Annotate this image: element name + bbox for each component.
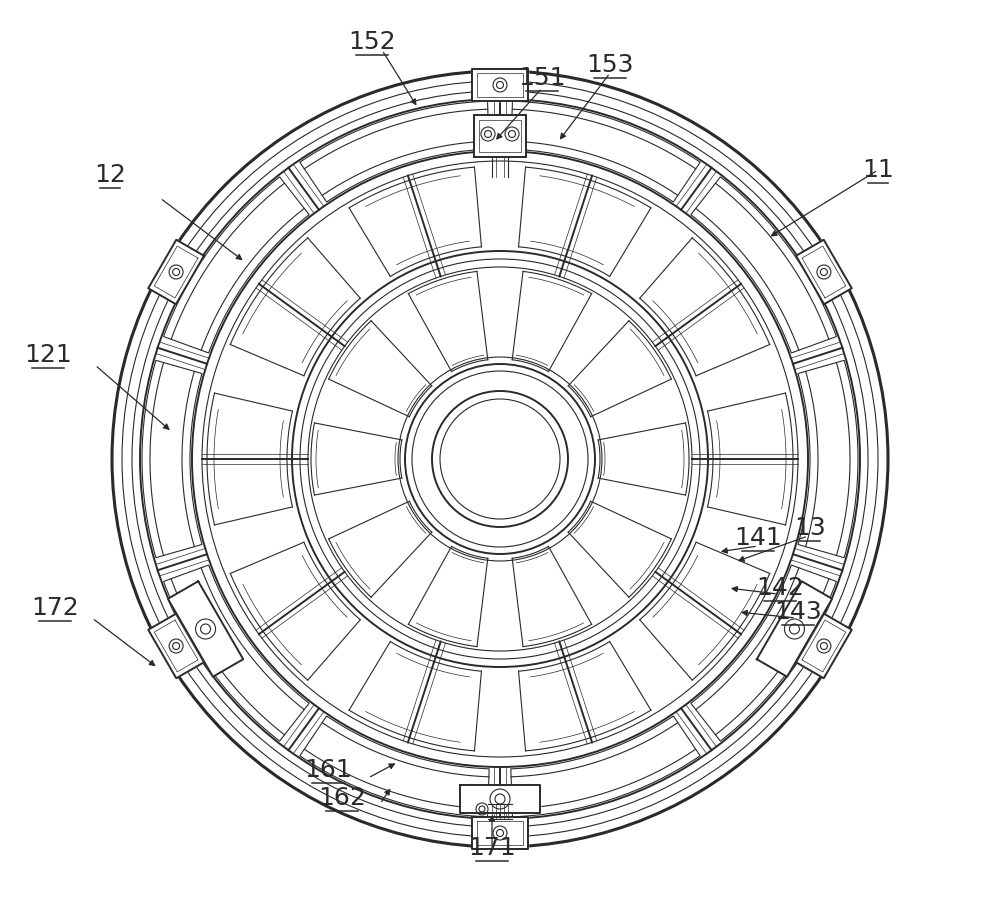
Wedge shape	[142, 361, 202, 557]
Text: 161: 161	[304, 758, 352, 782]
Text: 142: 142	[756, 576, 804, 600]
Text: 162: 162	[318, 786, 366, 810]
Wedge shape	[511, 716, 700, 817]
Wedge shape	[164, 177, 309, 353]
Polygon shape	[148, 614, 204, 678]
Polygon shape	[796, 240, 852, 304]
Text: 143: 143	[774, 600, 822, 624]
Wedge shape	[798, 361, 858, 557]
Text: 12: 12	[94, 163, 126, 187]
Polygon shape	[757, 581, 832, 677]
Bar	[479, 120, 521, 152]
Text: 121: 121	[24, 343, 72, 367]
Bar	[474, 115, 526, 157]
Polygon shape	[460, 785, 540, 813]
Text: 153: 153	[586, 53, 634, 77]
Text: 152: 152	[348, 30, 396, 54]
Text: 141: 141	[734, 526, 782, 550]
Wedge shape	[300, 101, 489, 202]
Wedge shape	[511, 101, 700, 202]
Text: 172: 172	[31, 596, 79, 620]
Text: 151: 151	[518, 66, 566, 90]
Wedge shape	[691, 177, 836, 353]
Polygon shape	[796, 614, 852, 678]
Text: 13: 13	[794, 516, 826, 540]
Wedge shape	[691, 565, 836, 741]
Polygon shape	[168, 581, 243, 677]
Wedge shape	[300, 716, 489, 817]
Wedge shape	[164, 565, 309, 741]
Text: 171: 171	[468, 836, 516, 860]
Polygon shape	[472, 69, 528, 101]
Polygon shape	[472, 817, 528, 849]
Polygon shape	[148, 240, 204, 304]
Text: 11: 11	[862, 158, 894, 182]
